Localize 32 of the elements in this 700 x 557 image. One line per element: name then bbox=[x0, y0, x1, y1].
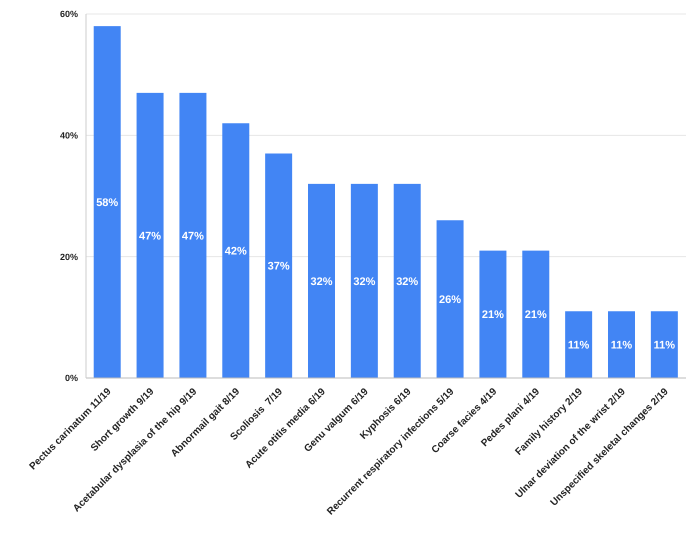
y-tick-label: 60% bbox=[60, 9, 78, 20]
bar bbox=[308, 184, 335, 378]
data-label: 11% bbox=[610, 340, 632, 352]
data-label: 21% bbox=[482, 309, 504, 322]
bar bbox=[522, 250, 550, 378]
bar bbox=[565, 311, 592, 378]
bar bbox=[94, 26, 121, 378]
bar bbox=[650, 311, 678, 378]
bar bbox=[265, 154, 292, 378]
data-label: 42% bbox=[224, 246, 248, 258]
data-label: 47% bbox=[139, 230, 162, 242]
bar bbox=[136, 92, 164, 378]
data-label: 11% bbox=[654, 340, 676, 352]
bar bbox=[222, 123, 250, 378]
y-tick-label: 0% bbox=[64, 373, 78, 384]
data-label: 47% bbox=[182, 230, 204, 242]
bar bbox=[479, 250, 506, 378]
bar bbox=[350, 184, 378, 378]
data-label: 37% bbox=[268, 260, 290, 273]
bar bbox=[436, 220, 464, 378]
data-label: 32% bbox=[396, 276, 418, 288]
data-label: 32% bbox=[353, 276, 376, 288]
y-tick-label: 20% bbox=[60, 252, 78, 262]
bar bbox=[608, 311, 635, 378]
bar bbox=[394, 184, 421, 378]
data-label: 11% bbox=[568, 340, 590, 352]
y-tick-label: 40% bbox=[60, 130, 78, 141]
bar bbox=[179, 92, 206, 378]
data-label: 26% bbox=[439, 294, 462, 306]
data-label: 58% bbox=[96, 196, 118, 209]
data-label: 21% bbox=[524, 309, 548, 322]
data-label: 32% bbox=[310, 276, 333, 288]
